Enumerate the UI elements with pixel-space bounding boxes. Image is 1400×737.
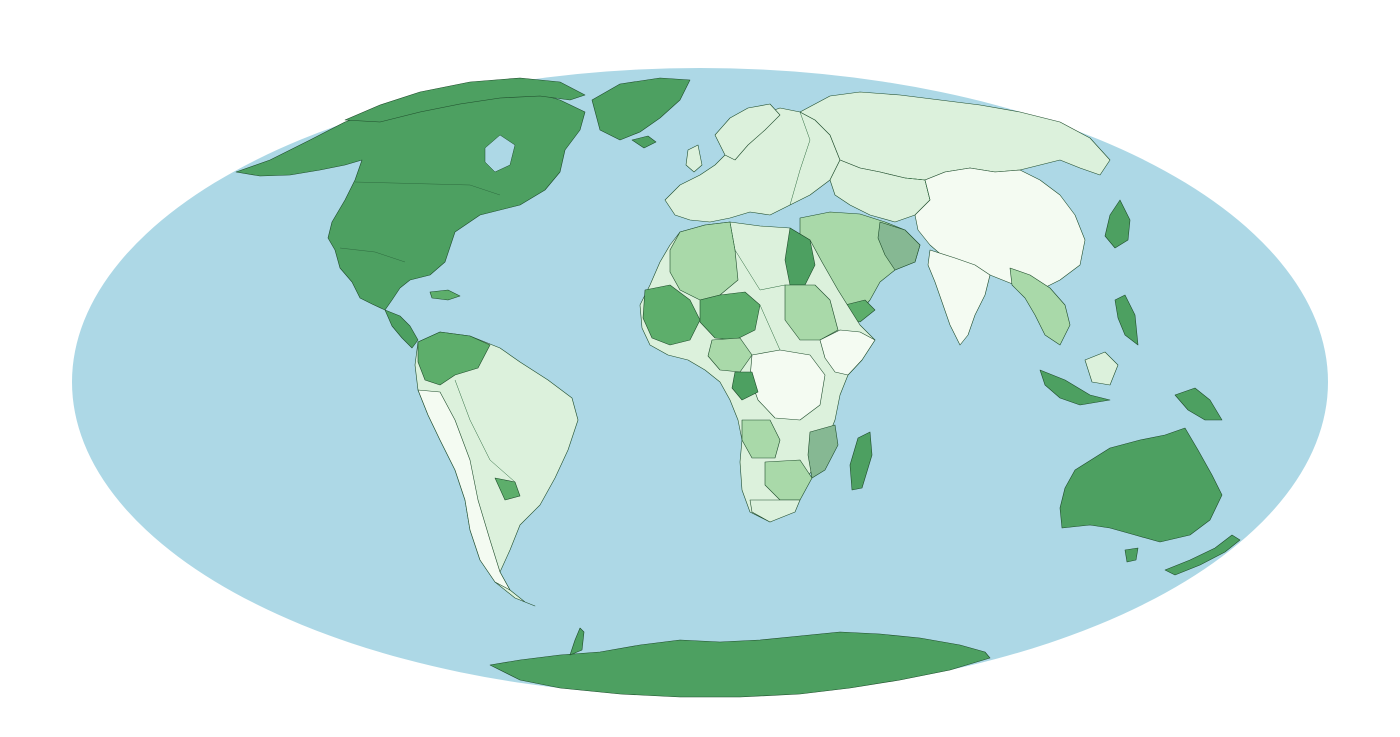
land-sudan bbox=[784, 284, 839, 341]
land-caribbean bbox=[429, 289, 461, 301]
border-us-mexico bbox=[339, 247, 406, 263]
land-tasmania bbox=[1124, 547, 1139, 563]
land-iceland bbox=[631, 135, 657, 149]
land-uk bbox=[685, 144, 703, 173]
land-japan bbox=[1104, 199, 1131, 249]
land-horn bbox=[819, 329, 876, 376]
land-antarctica bbox=[489, 631, 991, 698]
land-new-zealand bbox=[1164, 534, 1241, 576]
border-sahara bbox=[729, 221, 786, 291]
land-gabon bbox=[731, 371, 759, 401]
land-madagascar bbox=[849, 431, 873, 491]
border-europe-russia bbox=[789, 111, 811, 206]
land-iran bbox=[877, 221, 921, 271]
border-west-central bbox=[759, 304, 781, 351]
land-sahel bbox=[699, 291, 761, 341]
land-mozambique bbox=[807, 424, 839, 479]
land-arctic-islands bbox=[344, 77, 586, 123]
land-antarctic-peninsula bbox=[569, 627, 585, 656]
land-scandinavia bbox=[714, 103, 781, 161]
land-greenland bbox=[591, 77, 691, 141]
land-paraguay bbox=[494, 477, 521, 501]
border-brazil bbox=[454, 379, 516, 483]
land-nw-africa bbox=[669, 221, 739, 301]
land-papua bbox=[1174, 387, 1223, 421]
border-kazakh-china bbox=[904, 177, 931, 201]
land-australia bbox=[1059, 427, 1223, 543]
land-peru-chile bbox=[417, 389, 511, 591]
land-borneo bbox=[1084, 351, 1119, 386]
land-west-africa bbox=[642, 284, 701, 346]
land-angola bbox=[741, 419, 781, 459]
land-indonesia bbox=[1039, 369, 1111, 406]
border-us-canada bbox=[354, 181, 501, 196]
land-south-africa bbox=[749, 499, 801, 523]
land-colombia-venezuela bbox=[417, 331, 491, 386]
land-philippines bbox=[1114, 294, 1139, 346]
land-central-america bbox=[384, 309, 419, 349]
land-india bbox=[927, 249, 991, 346]
land-se-asia bbox=[1009, 267, 1071, 346]
hudson-bay bbox=[484, 134, 516, 173]
